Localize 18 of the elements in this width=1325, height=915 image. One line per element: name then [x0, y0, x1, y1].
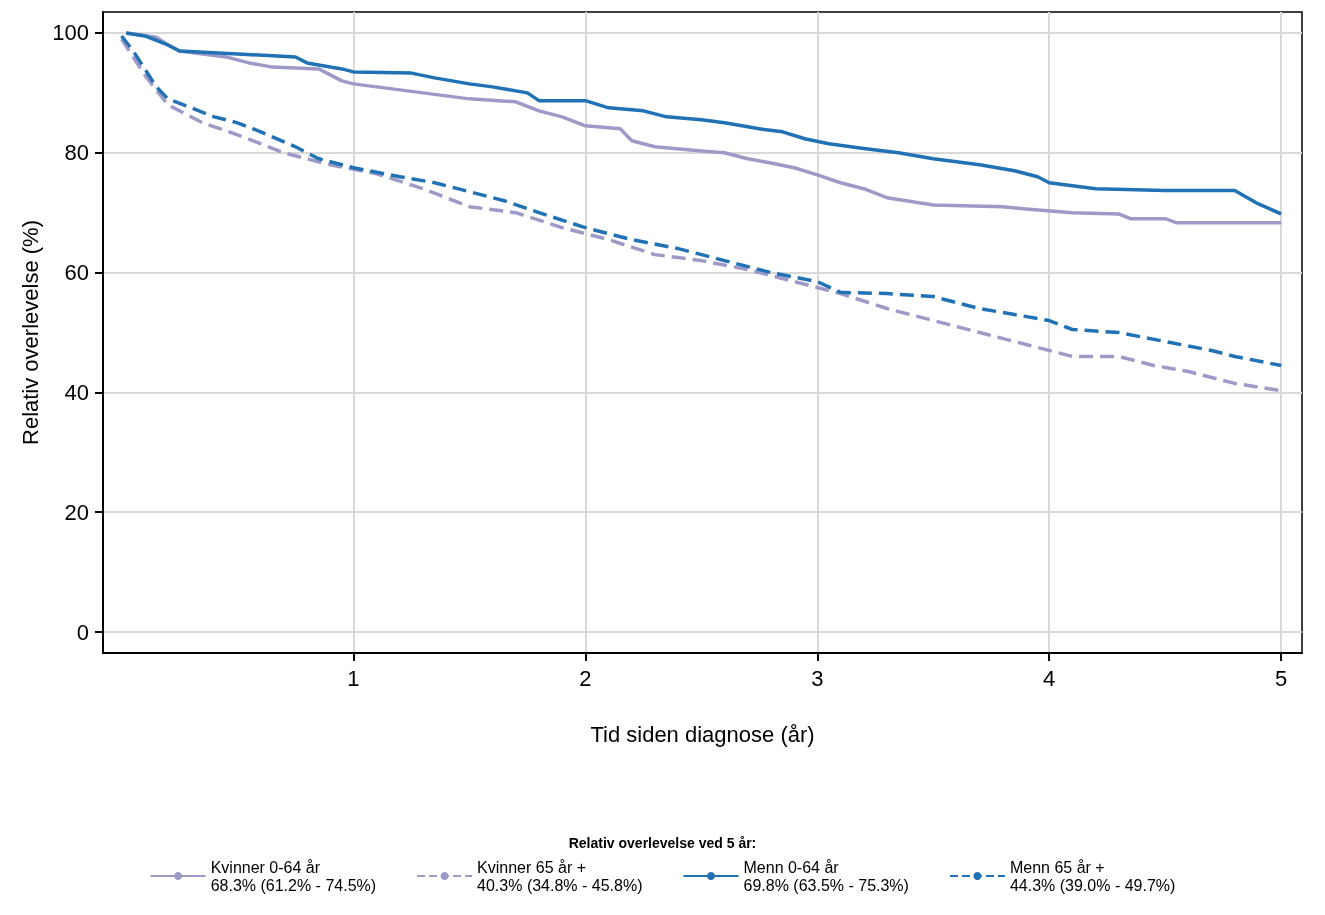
y-tick-label: 60	[64, 260, 89, 286]
y-tick-label: 0	[76, 619, 89, 645]
legend-label: Menn 0-64 år 69.8% (63.5% - 75.3%)	[743, 858, 909, 894]
x-tick-label: 5	[1275, 665, 1288, 691]
y-tick-label: 20	[64, 499, 89, 525]
y-tick-label: 40	[64, 379, 89, 405]
y-tick-label: 80	[64, 140, 89, 166]
legend-label: Kvinner 65 år + 40.3% (34.8% - 45.8%)	[477, 858, 643, 894]
x-axis-title: Tid siden diagnose (år)	[590, 721, 815, 747]
x-tick-label: 3	[811, 665, 824, 691]
x-tick-label: 2	[579, 665, 592, 691]
legend-title: Relativ overlevelse ved 5 år:	[568, 835, 757, 851]
legend-label: Kvinner 0-64 år 68.3% (61.2% - 74.5%)	[210, 858, 377, 894]
legend-label: Menn 65 år + 44.3% (39.0% - 49.7%)	[1009, 858, 1176, 894]
y-axis-title: Relativ overlevelse (%)	[17, 220, 43, 445]
y-tick-label: 100	[52, 20, 89, 46]
x-tick-label: 1	[347, 665, 360, 691]
x-tick-label: 4	[1043, 665, 1056, 691]
